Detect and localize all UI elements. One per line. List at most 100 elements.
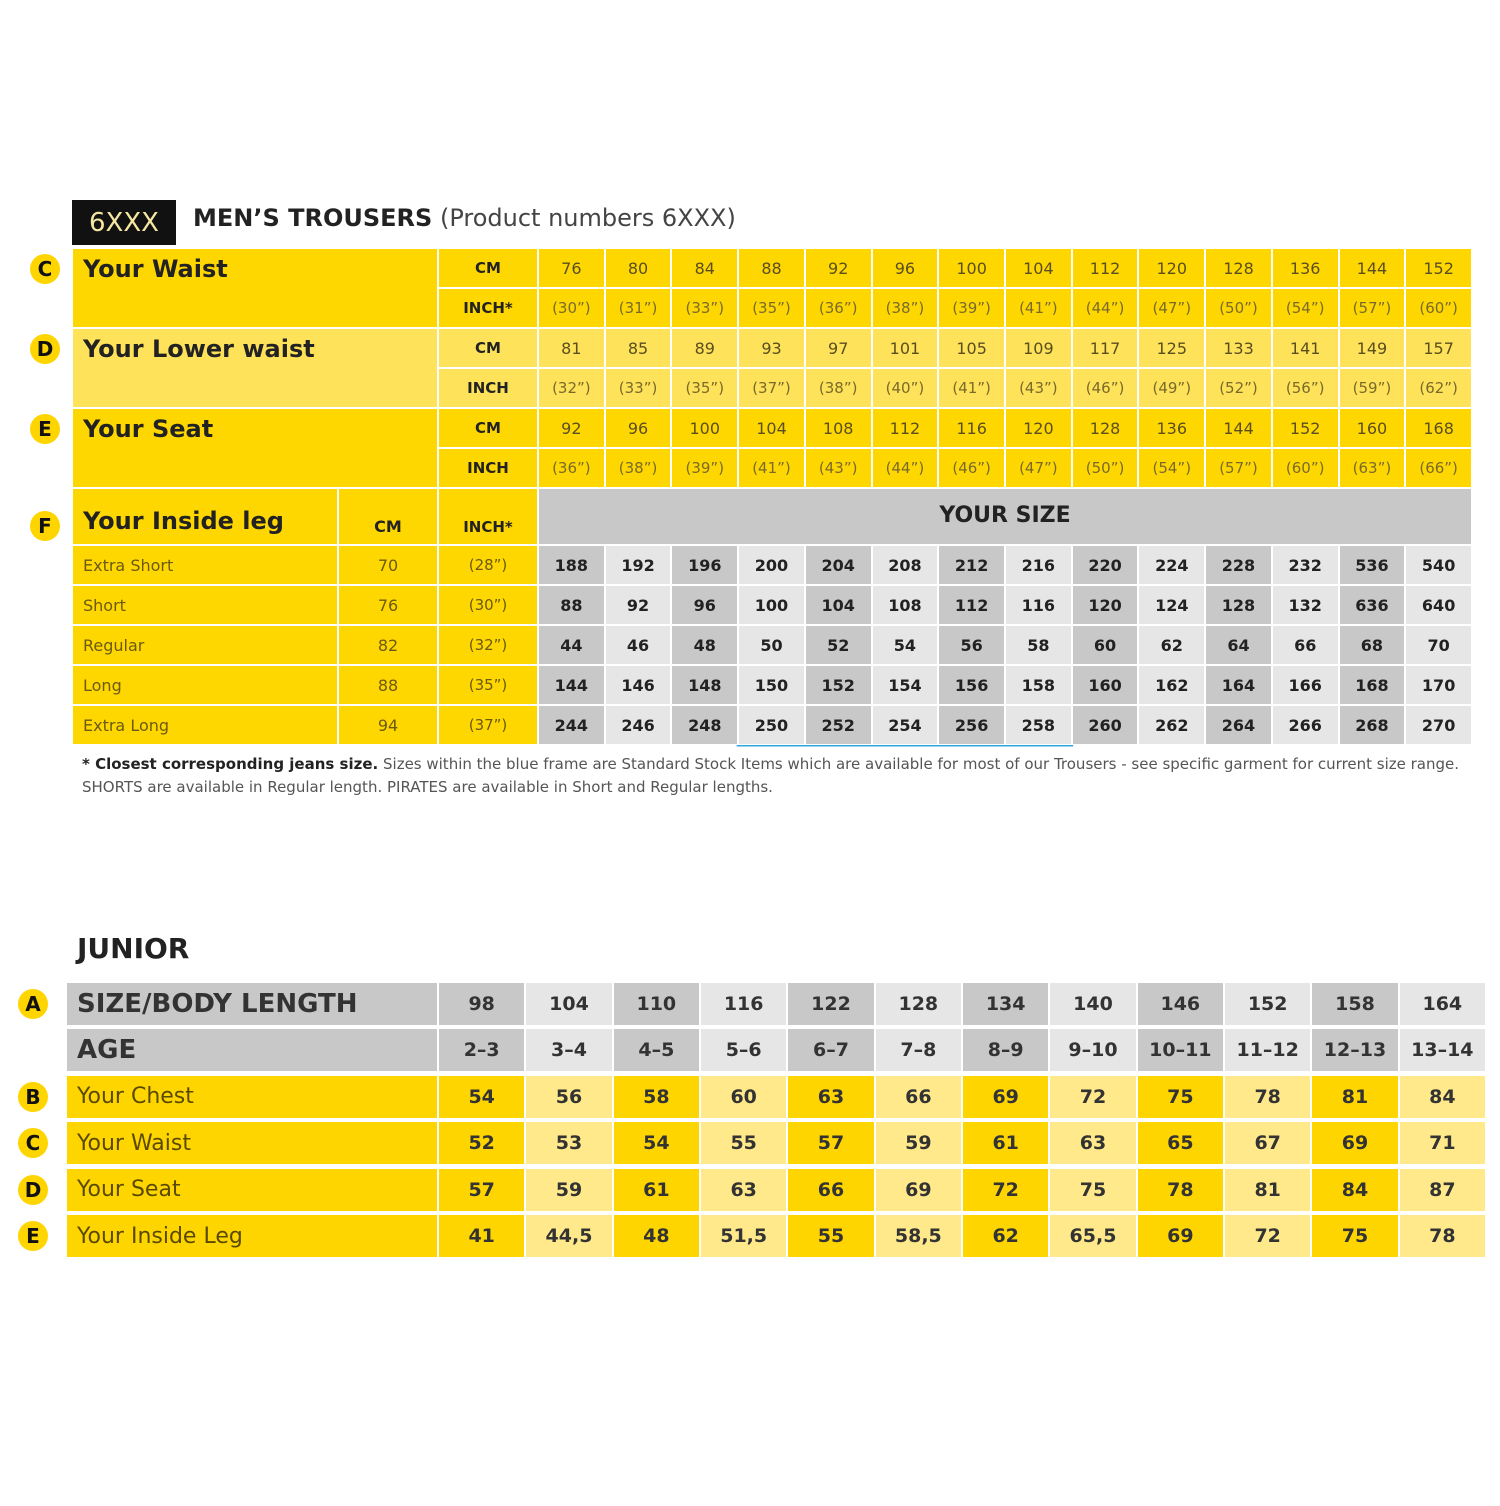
junior-value: 67	[1224, 1121, 1312, 1166]
inch-header: INCH*	[438, 488, 538, 545]
size-value: 640	[1405, 585, 1472, 625]
measure-value: (33”)	[604, 368, 672, 408]
measure-value: 100	[938, 248, 1005, 288]
size-value: 128	[1205, 585, 1272, 625]
measure-value: 116	[938, 408, 1005, 448]
row-letter: D	[18, 1174, 48, 1205]
size-value: 160	[1071, 665, 1139, 705]
junior-value: 110	[612, 982, 700, 1026]
size-value: 146	[604, 665, 672, 705]
junior-value: 59	[874, 1121, 962, 1166]
measure-value: 96	[604, 408, 672, 448]
size-value: 50	[738, 625, 805, 665]
size-value: 104	[804, 585, 872, 625]
size-value: 264	[1205, 705, 1272, 745]
size-value: 208	[871, 545, 939, 585]
measure-value: (54”)	[1271, 288, 1339, 328]
size-value: 540	[1405, 545, 1472, 585]
measure-value: 93	[738, 328, 805, 368]
measure-value: 141	[1271, 328, 1339, 368]
measure-value: 96	[871, 248, 939, 288]
size-value: 44	[538, 625, 605, 665]
measure-value: 100	[671, 408, 739, 448]
measure-value: 101	[871, 328, 939, 368]
size-value: 154	[871, 665, 939, 705]
junior-label: Your Seat	[66, 1167, 438, 1212]
row-letter: F	[30, 511, 60, 541]
measure-label: Your Seat	[72, 408, 438, 488]
size-value: 54	[871, 625, 939, 665]
size-value: 250	[738, 705, 805, 745]
title: MEN’S TROUSERS (Product numbers 6XXX)	[193, 204, 736, 232]
size-value: 158	[1005, 665, 1072, 705]
measure-value: (62”)	[1405, 368, 1472, 408]
junior-value: 164	[1398, 982, 1486, 1026]
measure-value: (59”)	[1338, 368, 1406, 408]
unit-label: CM	[438, 248, 538, 288]
footnote-text: Sizes within the blue frame are Standard…	[82, 755, 1460, 796]
size-value: 62	[1138, 625, 1206, 665]
measure-value: 128	[1205, 248, 1272, 288]
junior-value: 122	[787, 982, 875, 1026]
measure-value: 108	[804, 408, 872, 448]
measure-value: 92	[538, 408, 605, 448]
junior-value: 140	[1049, 982, 1137, 1026]
size-value: 100	[738, 585, 805, 625]
measure-value: (54”)	[1138, 448, 1206, 488]
junior-value: 58	[612, 1074, 700, 1119]
size-value: 120	[1071, 585, 1139, 625]
junior-value: 5–6	[700, 1028, 788, 1073]
junior-value: 69	[874, 1167, 962, 1212]
measure-value: (56”)	[1271, 368, 1339, 408]
measure-value: 144	[1205, 408, 1272, 448]
measure-value: 112	[871, 408, 939, 448]
junior-value: 12–13	[1311, 1028, 1399, 1073]
size-value: 52	[804, 625, 872, 665]
size-value: 148	[671, 665, 739, 705]
measure-label: Your Lower waist	[72, 328, 438, 408]
junior-value: 63	[700, 1167, 788, 1212]
measure-value: 117	[1071, 328, 1139, 368]
measure-value: (38”)	[871, 288, 939, 328]
measure-value: (36”)	[538, 448, 605, 488]
size-value: 170	[1405, 665, 1472, 705]
leg-cm: 76	[338, 585, 438, 625]
junior-value: 6–7	[787, 1028, 875, 1073]
junior-value: 78	[1224, 1074, 1312, 1119]
junior-value: 61	[612, 1167, 700, 1212]
measure-value: 136	[1271, 248, 1339, 288]
junior-value: 66	[874, 1074, 962, 1119]
junior-label: Your Chest	[66, 1074, 438, 1119]
junior-value: 78	[1136, 1167, 1224, 1212]
row-letter: E	[18, 1221, 48, 1251]
unit-label: INCH*	[438, 288, 538, 328]
size-value: 70	[1405, 625, 1472, 665]
row-letter: D	[30, 334, 60, 364]
size-value: 188	[538, 545, 605, 585]
size-value: 56	[938, 625, 1005, 665]
unit-label: CM	[438, 408, 538, 448]
size-value: 168	[1338, 665, 1406, 705]
leg-name: Regular	[72, 625, 338, 665]
junior-value: 57	[787, 1121, 875, 1166]
measure-value: (50”)	[1071, 448, 1139, 488]
measure-label: Your Waist	[72, 248, 438, 328]
measure-value: (31”)	[604, 288, 672, 328]
junior-value: 11–12	[1224, 1028, 1312, 1073]
size-value: 68	[1338, 625, 1406, 665]
leg-name: Extra Short	[72, 545, 338, 585]
leg-cm: 70	[338, 545, 438, 585]
junior-value: 66	[787, 1167, 875, 1212]
junior-value: 75	[1049, 1167, 1137, 1212]
size-value: 252	[804, 705, 872, 745]
measure-value: (60”)	[1271, 448, 1339, 488]
size-value: 270	[1405, 705, 1472, 745]
junior-value: 4–5	[612, 1028, 700, 1073]
size-value: 266	[1271, 705, 1339, 745]
measure-value: (39”)	[938, 288, 1005, 328]
leg-name: Extra Long	[72, 705, 338, 745]
leg-name: Long	[72, 665, 338, 705]
size-value: 60	[1071, 625, 1139, 665]
unit-label: INCH	[438, 368, 538, 408]
